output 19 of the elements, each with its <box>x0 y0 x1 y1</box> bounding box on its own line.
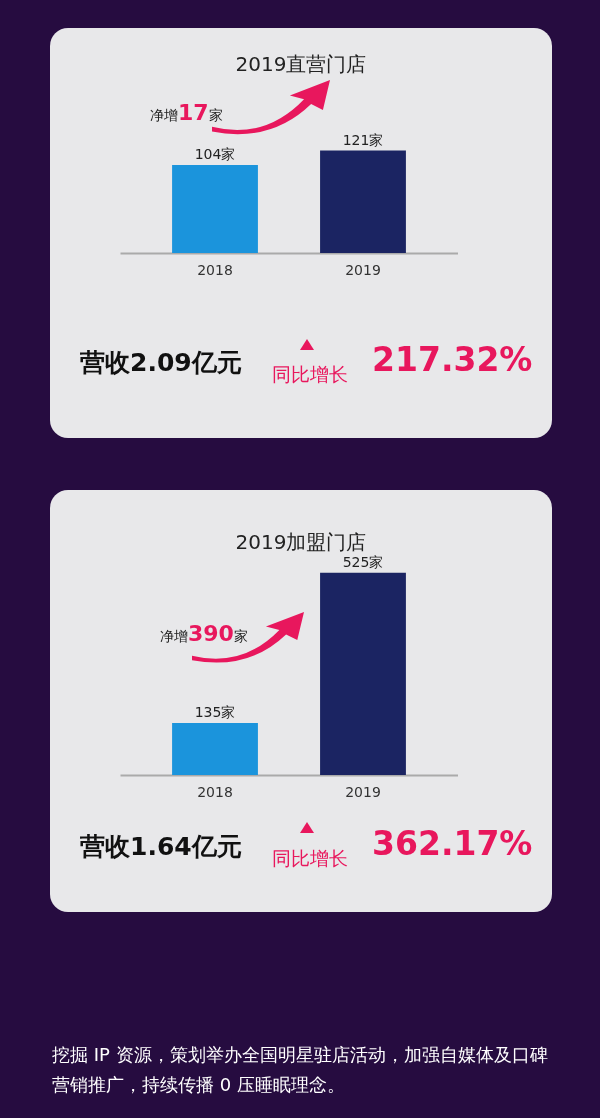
text: 同比增长 <box>272 846 348 871</box>
text: 营收2.09亿元 <box>80 347 242 379</box>
text: 362.17% <box>372 824 533 863</box>
x-tick-label: 2019 <box>345 261 381 278</box>
annotation: 净增390家 <box>160 621 248 646</box>
text: 挖掘 IP 资源，策划举办全国明星驻店活动，加强自媒体及口碑营销推广，持续传播 0 压睡眠理念。 <box>52 1043 549 1097</box>
text: 同比增长 <box>272 362 348 387</box>
text: 净增17家 <box>150 100 223 125</box>
data-label: 135家 <box>194 703 236 720</box>
text: 营收1.64亿元 <box>80 831 242 863</box>
data-label: 104家 <box>194 146 236 162</box>
chart-title: 2019直营门店 <box>234 51 368 78</box>
text: 217.32% <box>372 340 533 379</box>
x-tick-label: 2018 <box>197 261 233 278</box>
data-label: 525家 <box>342 553 384 570</box>
x-tick-label: 2018 <box>197 783 233 800</box>
chart-title: 2019加盟门店 <box>234 529 368 556</box>
x-tick-label: 2019 <box>345 783 381 800</box>
data-label: 121家 <box>342 131 384 148</box>
